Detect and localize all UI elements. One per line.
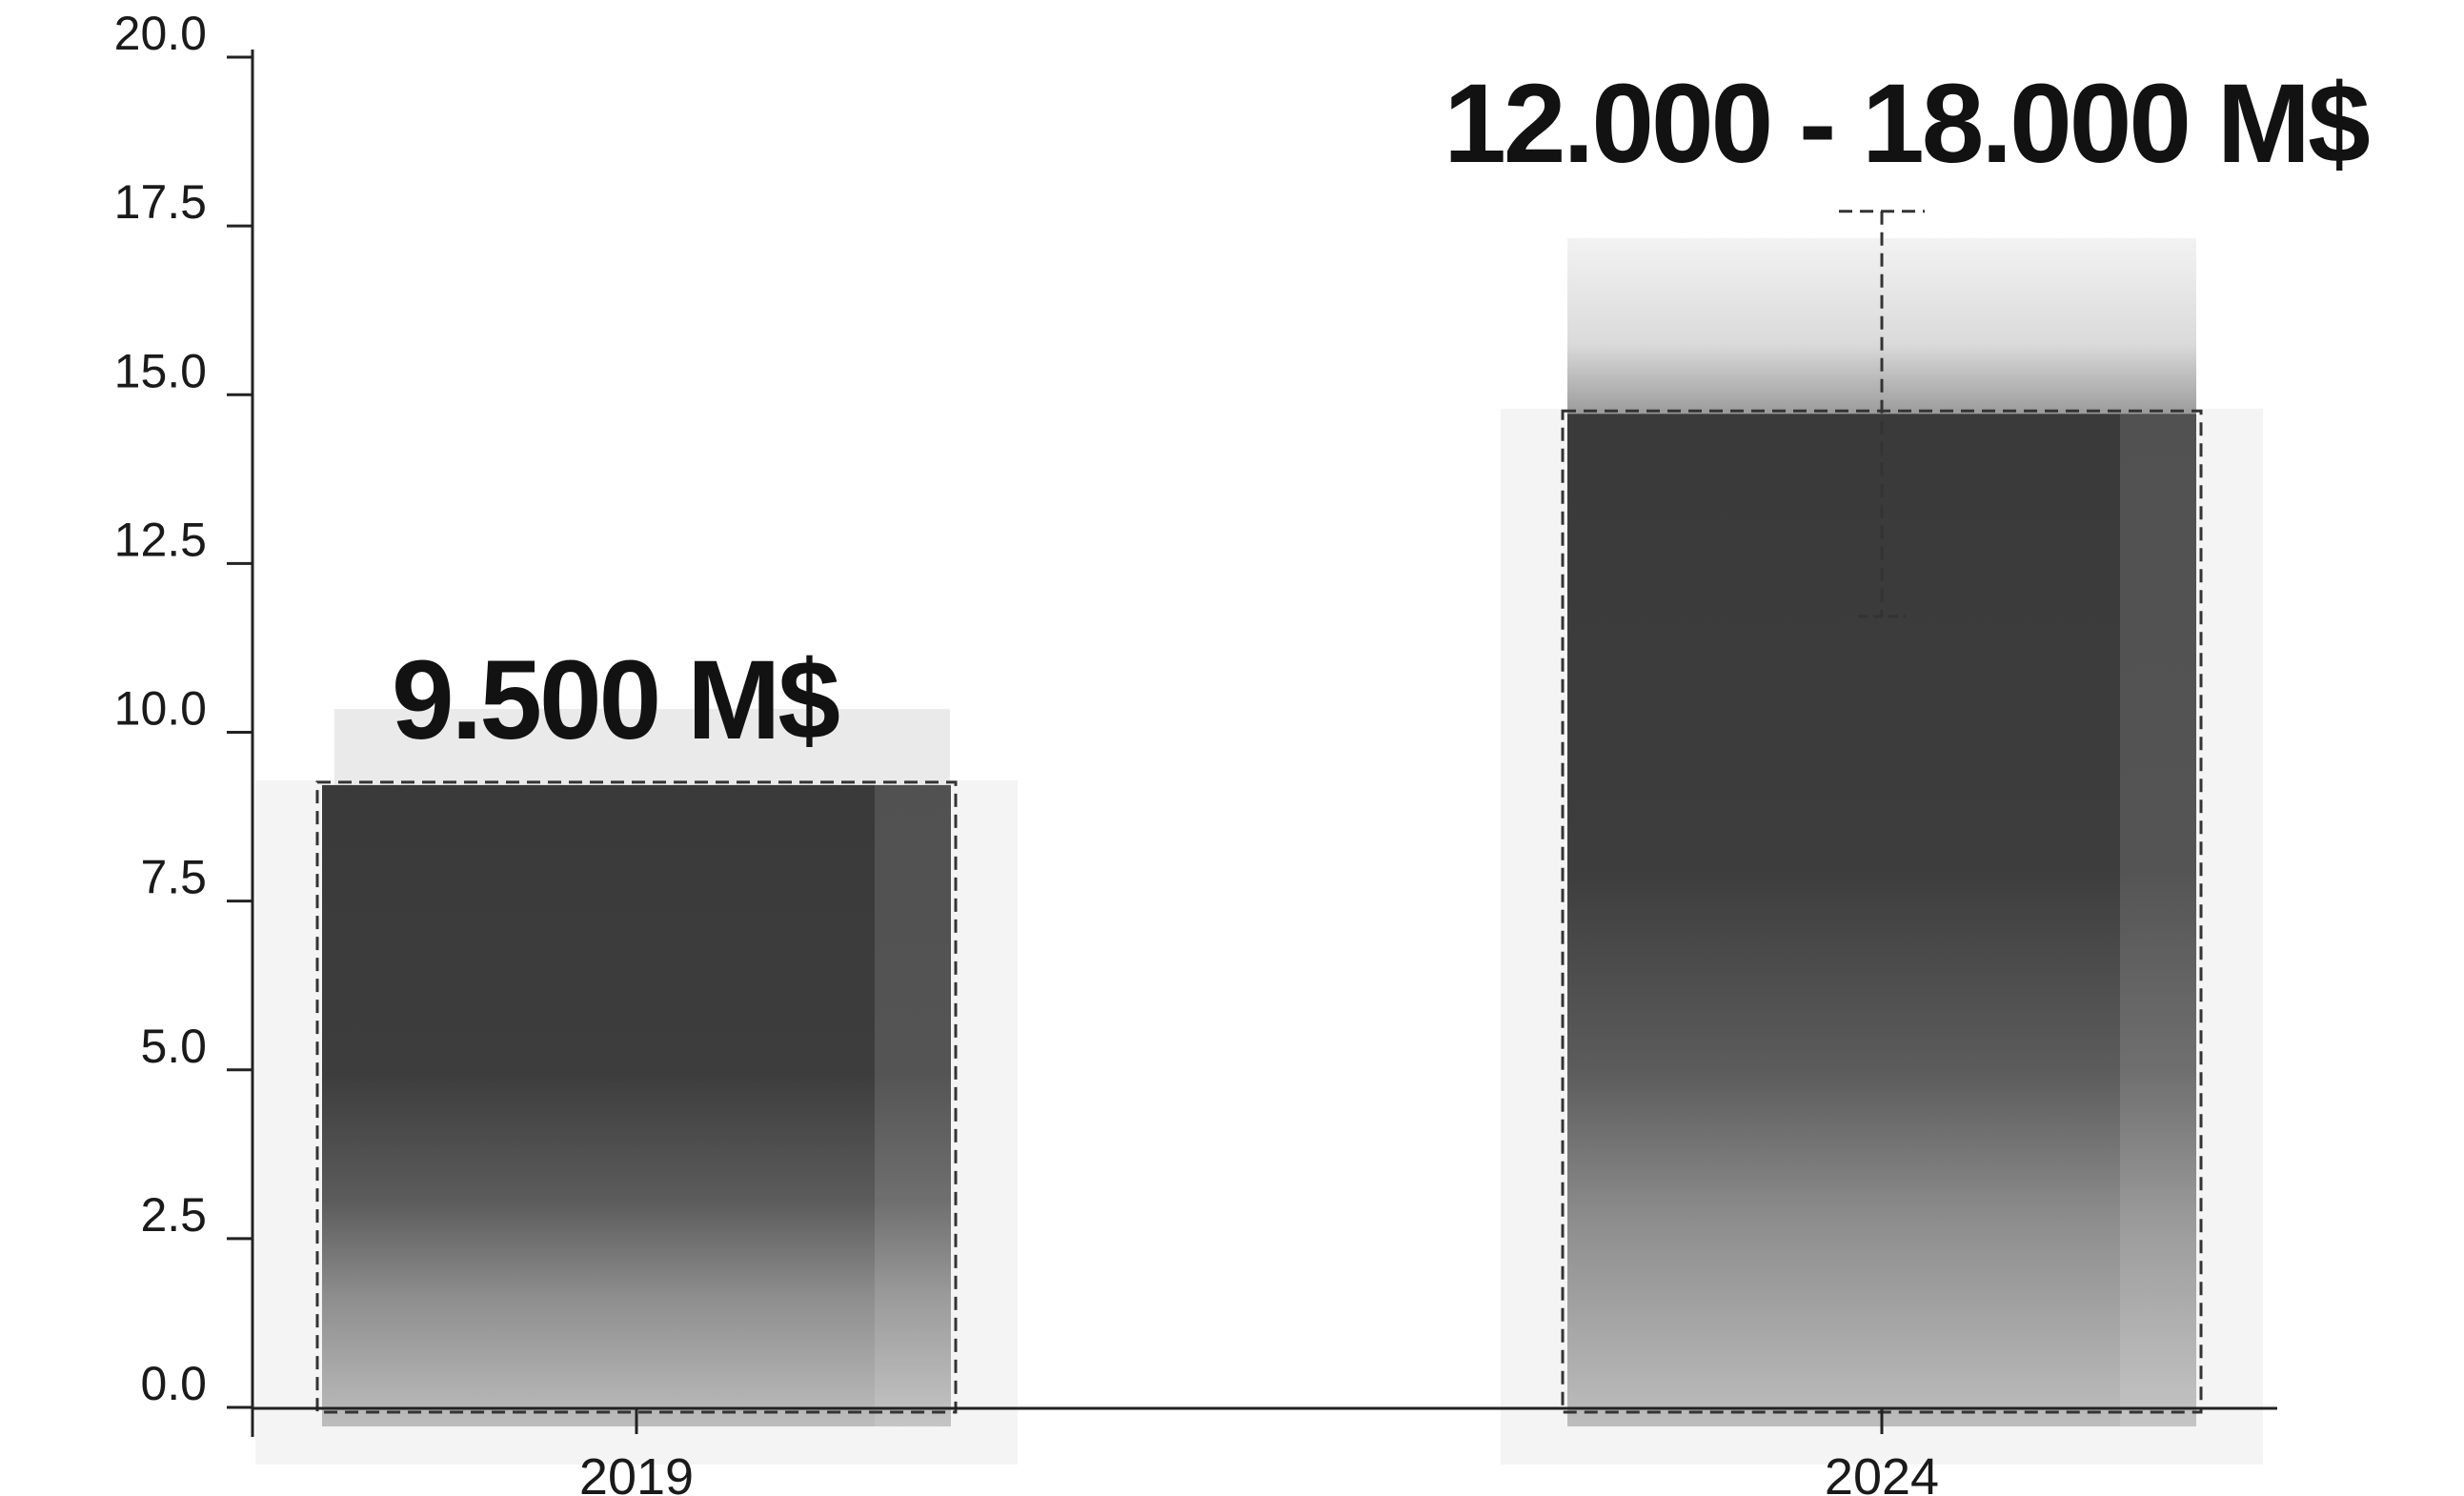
y-tick-label: 7.5 — [140, 851, 207, 904]
bar-edge-2019 — [875, 784, 951, 1426]
y-tick-label: 20.0 — [114, 7, 207, 60]
bar-edge-2024 — [2120, 414, 2196, 1426]
y-tick-label: 17.5 — [114, 175, 207, 229]
labels-layer: 9.500 M$ 12.000 - 18.000 M$ — [392, 61, 2372, 763]
bar-cap-2019 — [334, 708, 950, 785]
y-tick-label: 15.0 — [114, 344, 207, 397]
data-label: 12.000 - 18.000 M$ — [1444, 61, 2369, 187]
bar-2019 — [322, 784, 951, 1426]
y-tick-label: 12.5 — [114, 513, 207, 566]
bars-layer — [255, 210, 2263, 1465]
y-tick-label: 10.0 — [114, 682, 207, 736]
y-tick-label: 2.5 — [140, 1188, 207, 1242]
y-tick-label: 0.0 — [140, 1357, 207, 1410]
axes-layer: 0.0 2.5 5.0 7.5 10.0 12.5 15.0 17.5 20.0 2019 2024 — [114, 7, 2277, 1496]
y-tick-label: 5.0 — [140, 1020, 207, 1073]
x-tick-label: 2024 — [1825, 1448, 1939, 1496]
bar-outline-2019 — [315, 780, 958, 1414]
data-label: 9.500 M$ — [392, 637, 838, 763]
x-tick-label: 2019 — [579, 1448, 694, 1496]
bar-2024 — [1567, 414, 2196, 1426]
